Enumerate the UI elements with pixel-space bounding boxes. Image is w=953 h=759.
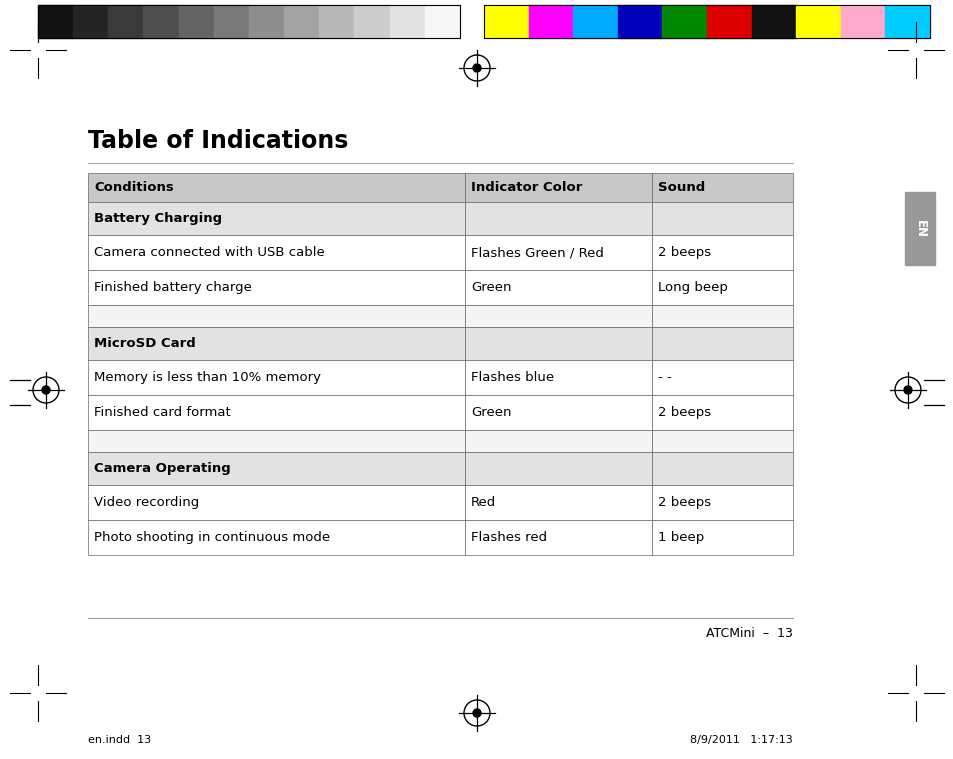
Bar [465,173,651,202]
Text: Green: Green [471,281,511,294]
Circle shape [42,386,50,394]
Bar [651,452,792,485]
Text: Flashes blue: Flashes blue [471,371,554,384]
Text: 1 beep: 1 beep [658,531,703,544]
Text: Sound: Sound [658,181,704,194]
Text: Conditions: Conditions [94,181,173,194]
Bar [528,5,573,38]
Bar [661,5,706,38]
Bar [424,5,459,38]
Bar [751,5,796,38]
Bar [840,5,884,38]
Bar [88,305,465,327]
Text: EN: EN [913,219,925,238]
Bar [88,395,465,430]
Text: Long beep: Long beep [658,281,727,294]
Bar [796,5,840,38]
Text: Indicator Color: Indicator Color [471,181,582,194]
Bar [651,270,792,305]
Circle shape [473,709,480,717]
Bar [355,5,389,38]
Text: 2 beeps: 2 beeps [658,496,710,509]
Bar [651,360,792,395]
Bar [88,327,465,360]
Bar [651,485,792,520]
Bar [465,520,651,555]
Text: Video recording: Video recording [94,496,199,509]
Bar [651,395,792,430]
Text: 8/9/2011   1:17:13: 8/9/2011 1:17:13 [690,735,792,745]
Bar [465,430,651,452]
Bar [109,5,143,38]
Bar [465,235,651,270]
Text: Battery Charging: Battery Charging [94,212,222,225]
Bar [706,5,751,38]
Bar [88,173,465,202]
Bar [465,327,651,360]
Text: Finished card format: Finished card format [94,406,231,419]
Text: Memory is less than 10% memory: Memory is less than 10% memory [94,371,320,384]
Bar [618,5,661,38]
Bar [465,202,651,235]
Bar [88,235,465,270]
Text: 2 beeps: 2 beeps [658,406,710,419]
Text: Flashes red: Flashes red [471,531,547,544]
Bar [38,5,459,38]
Bar [319,5,355,38]
Bar [483,5,528,38]
Bar [651,202,792,235]
Bar [465,452,651,485]
Bar [651,520,792,555]
Bar [651,305,792,327]
Bar [483,5,929,38]
Text: Red: Red [471,496,496,509]
Text: 2 beeps: 2 beeps [658,246,710,259]
Text: en.indd  13: en.indd 13 [88,735,151,745]
Bar [88,520,465,555]
Text: Camera connected with USB cable: Camera connected with USB cable [94,246,324,259]
Text: Green: Green [471,406,511,419]
Bar [651,430,792,452]
Text: Photo shooting in continuous mode: Photo shooting in continuous mode [94,531,330,544]
Bar [389,5,424,38]
Bar [88,452,465,485]
Text: Finished battery charge: Finished battery charge [94,281,252,294]
Bar [573,5,618,38]
Bar [651,327,792,360]
Text: ATCMini  –  13: ATCMini – 13 [705,627,792,640]
Bar [249,5,284,38]
Bar [88,485,465,520]
Text: MicroSD Card: MicroSD Card [94,337,195,350]
Bar [88,202,465,235]
Bar [465,305,651,327]
Bar [465,395,651,430]
Bar [465,360,651,395]
Circle shape [473,64,480,72]
Bar [38,5,73,38]
Text: Flashes Green / Red: Flashes Green / Red [471,246,603,259]
Bar [651,173,792,202]
Bar [88,270,465,305]
Bar [651,235,792,270]
Text: Camera Operating: Camera Operating [94,462,231,475]
Text: - -: - - [658,371,671,384]
Bar [465,485,651,520]
Bar [143,5,178,38]
Bar [88,430,465,452]
Bar [178,5,213,38]
Circle shape [903,386,911,394]
Bar [213,5,249,38]
Bar [73,5,109,38]
Bar [884,5,929,38]
Bar [88,360,465,395]
Bar [904,192,934,265]
Text: Table of Indications: Table of Indications [88,129,348,153]
Bar [284,5,319,38]
Bar [465,270,651,305]
